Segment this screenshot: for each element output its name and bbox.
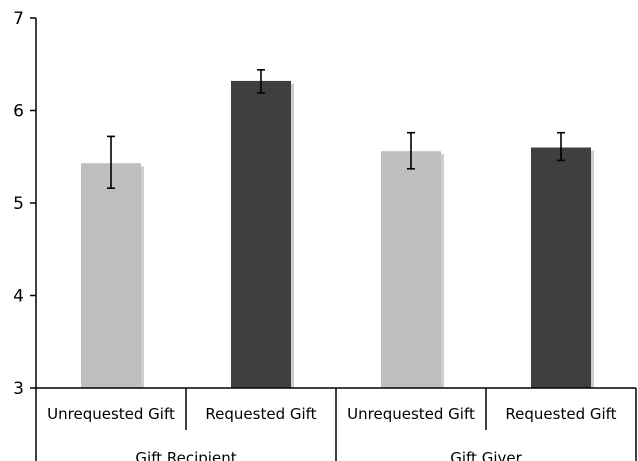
x-category-label: Unrequested Gift [47,405,175,423]
x-category-label: Unrequested Gift [347,405,475,423]
y-tick-label: 3 [13,379,24,399]
x-category-label: Requested Gift [505,405,616,423]
bar [531,147,591,388]
bar [231,80,291,389]
bars-layer [81,80,594,389]
group-labels-layer: Gift Recipient Gift Giver [135,449,522,461]
x-group-label: Gift Giver [450,449,522,461]
error-bars-layer [107,69,565,189]
y-ticks-layer: 3 4 5 6 7 [13,9,36,399]
axes-layer [35,18,637,461]
category-labels-layer: Unrequested Gift Requested Gift Unrequeste… [47,405,617,423]
bar [381,151,441,388]
y-tick-label: 6 [13,102,24,122]
x-category-label: Requested Gift [205,405,316,423]
bar [81,163,141,388]
y-tick-label: 5 [13,194,24,214]
y-tick-label: 7 [13,9,24,29]
y-tick-label: 4 [13,287,24,307]
x-group-label: Gift Recipient [135,449,236,461]
